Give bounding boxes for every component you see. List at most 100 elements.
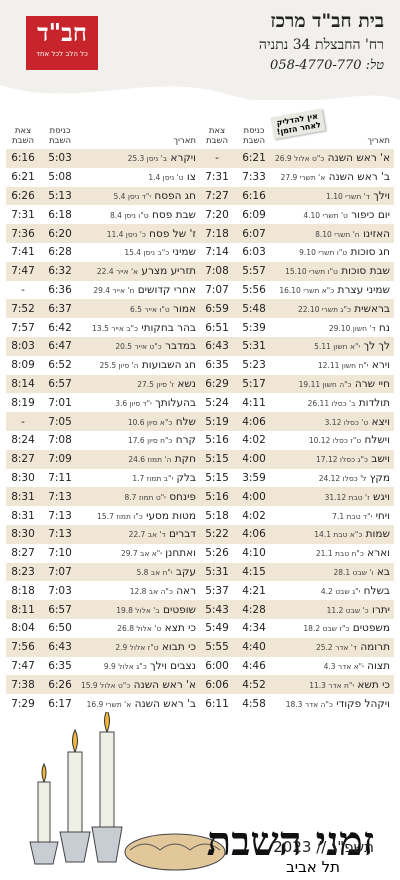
shabbat-end: 6:51 bbox=[205, 321, 229, 334]
shabbat-end: 5:26 bbox=[205, 547, 229, 560]
table-row: שמיני עצרת כ"א תשרי 16.10 5:56 7:07 bbox=[200, 281, 394, 300]
parasha-name: תזריע מצרע bbox=[141, 265, 196, 278]
candle-lighting: 7:07 bbox=[48, 565, 72, 578]
address: רח' החבצלת 34 נתניה bbox=[258, 37, 384, 53]
shabbat-end: 7:41 bbox=[11, 246, 35, 259]
parasha-name: ז' של פסח bbox=[149, 227, 196, 240]
parasha-name: וילך bbox=[373, 189, 390, 202]
date-cell: חג השבועות ה' סיון 25.5 bbox=[80, 359, 200, 371]
date-cell: נח ד' חשון 29.10 bbox=[274, 322, 394, 334]
shabbat-end: 6:43 bbox=[205, 340, 229, 353]
date-cell: שמיני עצרת כ"א תשרי 16.10 bbox=[274, 284, 394, 296]
date-text: ה' סיון 25.5 bbox=[99, 361, 139, 371]
candle-lighting: 5:03 bbox=[48, 152, 72, 165]
date-text: כ"ג כסלו 17.12 bbox=[316, 455, 368, 465]
date-cell: יתרו כ' שבט 11.2 bbox=[274, 604, 394, 616]
table-row: נצבים וילך כ"ג אלול 9.9 6:35 7:47 bbox=[6, 657, 200, 676]
candle-lighting: 4:02 bbox=[242, 434, 266, 447]
column-header: תאריך bbox=[173, 136, 196, 146]
date-text: י"ב תמוז 1.7 bbox=[132, 473, 174, 483]
candle-lighting: 6:52 bbox=[48, 359, 72, 372]
date-cell: נצבים וילך כ"ג אלול 9.9 bbox=[80, 660, 200, 672]
parasha-name: פינחס bbox=[169, 490, 196, 503]
date-cell: תולדות ב' כסלו 26.11 bbox=[274, 397, 394, 409]
date-cell: אמור ט"ו אייר 6.5 bbox=[80, 303, 200, 315]
date-text: כ"ז שבט 18.2 bbox=[303, 624, 350, 634]
logo-text: חב"ד bbox=[37, 18, 87, 47]
logo-tagline: כל הלב לכל אחד bbox=[36, 50, 88, 58]
table-row: מטות מסעי כ"ו תמוז 15.7 7:13 8:31 bbox=[6, 506, 200, 525]
shabbat-end: 8:04 bbox=[11, 622, 35, 635]
table-row: שלח כ"א סיון 10.6 7:05 - bbox=[6, 412, 200, 431]
date-cell: וירא י"ח חשון 12.11 bbox=[274, 359, 394, 371]
org-info: בית חב"ד מרכז רח' החבצלת 34 נתניה טל: 05… bbox=[259, 8, 384, 76]
date-text: ט' ניסן 1.4 bbox=[148, 173, 184, 183]
date-text: ו' שבט 28.1 bbox=[333, 567, 374, 577]
parasha-name: האזינו bbox=[363, 227, 390, 240]
date-cell: משפטים כ"ז שבט 18.2 bbox=[274, 622, 394, 634]
date-cell: בשלח י"ג שבט 4.2 bbox=[274, 585, 394, 597]
shabbat-end: 5:43 bbox=[205, 603, 229, 616]
shabbat-end: 8:30 bbox=[11, 528, 35, 541]
date-cell: חג הפסח י"ד ניסן 5.4 bbox=[80, 190, 200, 202]
date-cell: ז' של פסח כ' ניסן 11.4 bbox=[80, 228, 200, 240]
date-cell: ויקרא ב' ניסן 25.3 bbox=[80, 152, 200, 164]
shabbat-end: 7:47 bbox=[11, 659, 35, 672]
candle-lighting: 6:03 bbox=[242, 246, 266, 259]
table-row: ויקהל פקודי כ"ה אדר 18.3 4:58 6:11 bbox=[200, 694, 394, 713]
date-text: ט"ז אלול 2.9 bbox=[115, 643, 159, 653]
date-text: י"א חשון 5.11 bbox=[314, 342, 361, 352]
candle-lighting: 7:09 bbox=[48, 453, 72, 466]
parasha-name: אחרי קדושים bbox=[137, 283, 196, 296]
candle-lighting: 6:16 bbox=[242, 189, 266, 202]
table-row: חקת ה' תמוז 24.6 7:09 8:27 bbox=[6, 449, 200, 469]
date-text: ב' כסלו 26.11 bbox=[307, 398, 356, 408]
parasha-name: ואתחנן bbox=[165, 547, 196, 560]
date-cell: בהעלותך י"ד סיון 3.6 bbox=[80, 397, 200, 409]
date-cell: לך לך י"א חשון 5.11 bbox=[274, 340, 394, 352]
date-text: כ"ג תשרי 22.10 bbox=[298, 304, 351, 314]
candle-lighting: 4:10 bbox=[242, 547, 266, 560]
candle-lighting: 6:57 bbox=[48, 603, 72, 616]
shabbat-end: - bbox=[21, 415, 25, 428]
date-text: כ"ו תמוז 15.7 bbox=[97, 511, 143, 521]
date-cell: אחרי קדושים ח' אייר 29.4 bbox=[80, 284, 200, 296]
candle-lighting: 5:13 bbox=[48, 189, 72, 202]
footer-title: זמני השבת bbox=[206, 818, 374, 865]
date-text: כ"א טבת 14.1 bbox=[314, 530, 363, 540]
table-row: במדבר כ"ט אייר 20.5 6:47 8:03 bbox=[6, 336, 200, 356]
shabbat-end: 5:15 bbox=[205, 471, 229, 484]
date-text: כ"ט אייר 20.5 bbox=[115, 342, 162, 352]
shabbat-end: 8:23 bbox=[11, 565, 35, 578]
table-row: בא ו' שבט 28.1 4:15 5:31 bbox=[200, 562, 394, 582]
date-text: כ' שבט 11.2 bbox=[326, 605, 369, 615]
date-cell: שלח כ"א סיון 10.6 bbox=[80, 416, 200, 428]
date-text: ד' אדר 25.2 bbox=[316, 643, 357, 653]
parasha-name: עקב bbox=[175, 565, 196, 578]
date-cell: ראה כ"ה אב 12.8 bbox=[80, 585, 200, 597]
date-text: ח' אייר 29.4 bbox=[93, 285, 135, 295]
shabbat-end: 7:31 bbox=[205, 171, 229, 184]
date-cell: עקב י"ח אב 5.8 bbox=[80, 566, 200, 578]
parasha-name: א' ראש השנה bbox=[133, 678, 196, 691]
candle-lighting: 6:57 bbox=[48, 377, 72, 390]
phone: טל: 058-4770-770 bbox=[270, 58, 384, 73]
date-cell: האזינו ח' תשרי 8.10 bbox=[274, 228, 394, 240]
date-text: כ"ג אלול 9.9 bbox=[103, 661, 147, 671]
date-text: ד' חשון 29.10 bbox=[328, 323, 376, 333]
date-cell: חיי שרה כ"ה חשון 19.11 bbox=[274, 378, 394, 390]
table-row: שופטים ב' אלול 19.8 6:57 8:11 bbox=[6, 600, 200, 619]
candle-lighting: 7:05 bbox=[48, 415, 72, 428]
table-row: שבת סוכות ט"ו תשרי 15.10 5:57 7:08 bbox=[200, 261, 394, 281]
table-row: פינחס י"ט תמוז 8.7 7:13 8:31 bbox=[6, 487, 200, 507]
date-text: ט' אלול 26.8 bbox=[117, 624, 162, 634]
shabbat-end: 8:19 bbox=[11, 396, 35, 409]
table-row: ואתחנן י"א אב 29.7 7:10 8:27 bbox=[6, 544, 200, 563]
shabbat-end: 8:27 bbox=[11, 547, 35, 560]
parasha-name: חג סוכות bbox=[350, 246, 390, 259]
candle-lighting: 3:59 bbox=[242, 471, 266, 484]
candle-lighting: 7:13 bbox=[48, 509, 72, 522]
table-row: יתרו כ' שבט 11.2 4:28 5:43 bbox=[200, 600, 394, 619]
date-text: כ"ח טבת 21.1 bbox=[315, 549, 364, 559]
date-cell: שמות כ"א טבת 14.1 bbox=[274, 528, 394, 540]
